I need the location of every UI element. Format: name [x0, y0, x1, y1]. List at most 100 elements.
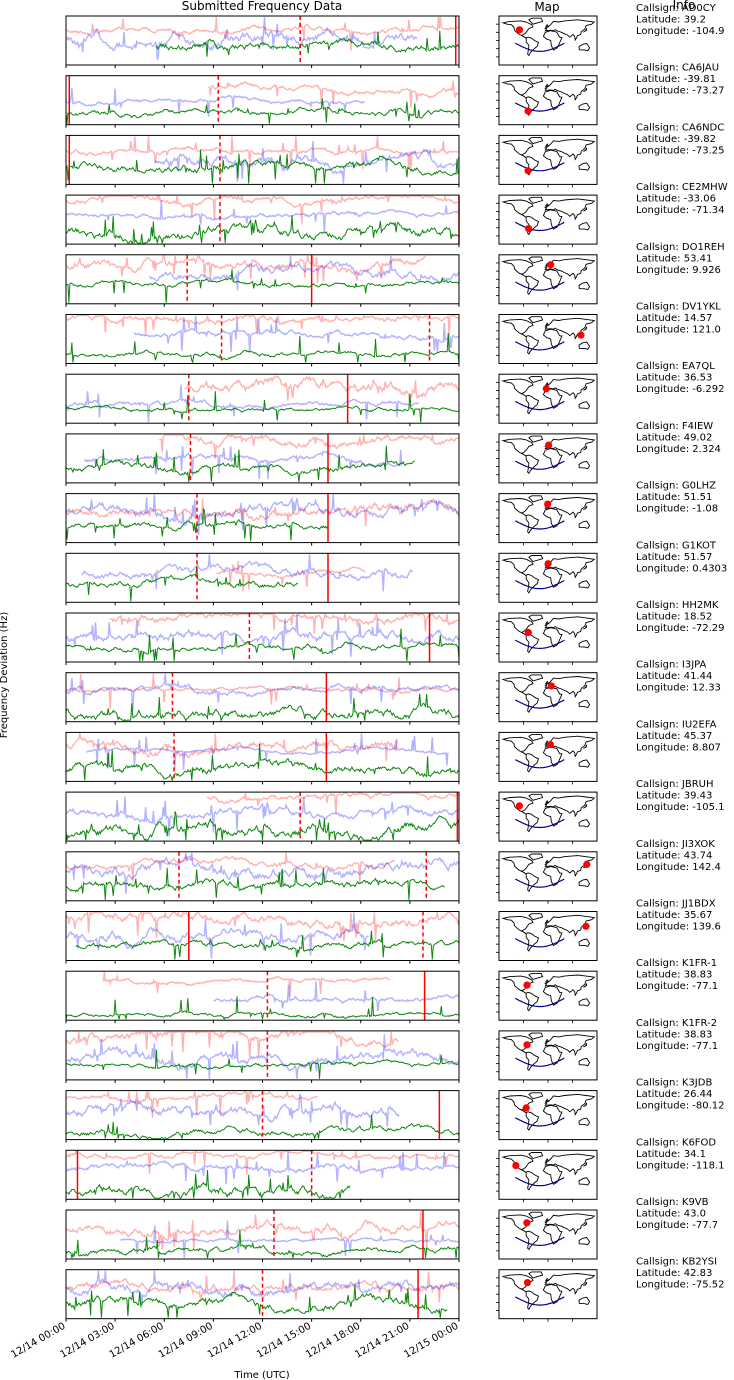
red-trace — [66, 852, 395, 884]
coastline — [528, 972, 544, 980]
coastline — [578, 42, 591, 52]
coastline — [525, 454, 540, 475]
coastline — [544, 258, 596, 281]
coastline — [525, 514, 540, 534]
coastline — [578, 1057, 591, 1067]
callsign-text: Callsign: JBRUH — [636, 779, 714, 790]
station-marker — [524, 167, 532, 175]
coastline — [544, 317, 596, 340]
coastline — [501, 199, 534, 218]
station-marker — [547, 261, 555, 269]
station-marker — [544, 560, 552, 568]
map-axes — [498, 314, 598, 364]
coastline — [583, 147, 588, 152]
coastline — [501, 677, 534, 696]
coastline — [583, 28, 588, 33]
coastline — [542, 866, 563, 887]
map-column-title: Map — [534, 0, 559, 14]
coastline — [544, 377, 596, 400]
coastline — [544, 23, 550, 28]
coastline — [542, 89, 563, 111]
callsign-text: Callsign: G0LHZ — [636, 481, 716, 492]
longitude-text: Longitude: 142.4 — [636, 862, 721, 873]
blue-trace — [66, 673, 459, 711]
green-trace — [66, 1049, 459, 1079]
plot-axes — [65, 314, 460, 364]
callsign-text: Callsign: JI3XOK — [636, 839, 715, 850]
latitude-text: Latitude: 51.51 — [636, 492, 712, 503]
coastline — [528, 316, 544, 324]
coastline — [583, 505, 588, 511]
coastline — [544, 1158, 550, 1162]
station-map — [496, 731, 598, 785]
coastline — [542, 448, 563, 469]
coastline — [528, 17, 544, 25]
plot-axes — [65, 731, 460, 782]
red-trace — [66, 195, 459, 224]
coastline — [501, 1154, 534, 1173]
coastline — [544, 799, 550, 804]
latitude-text: Latitude: 26.44 — [636, 1089, 712, 1100]
blue-trace — [66, 87, 365, 117]
longitude-text: Longitude: -75.52 — [636, 1280, 725, 1291]
x-tick-label: 12/14 18:00 — [304, 1321, 362, 1361]
latitude-text: Latitude: 18.52 — [636, 612, 712, 623]
latitude-text: Latitude: 49.02 — [636, 432, 712, 443]
station-map — [496, 433, 598, 486]
coastline — [525, 872, 540, 893]
station-map — [496, 194, 598, 248]
coastline — [578, 1236, 591, 1246]
frequency-traces — [66, 494, 459, 542]
coastline — [528, 793, 544, 801]
coastline — [525, 275, 540, 296]
coastline — [544, 382, 550, 386]
coastline — [583, 207, 588, 212]
coastline — [525, 932, 540, 952]
red-trace — [66, 1030, 399, 1058]
frequency-traces — [66, 314, 459, 364]
green-trace — [66, 811, 459, 841]
latitude-text: Latitude: 41.44 — [636, 671, 712, 682]
plot-axes — [65, 672, 460, 723]
coastline — [542, 1104, 563, 1126]
station-marker — [582, 922, 590, 930]
station-map — [496, 254, 598, 307]
red-trace — [206, 792, 459, 814]
map-axes — [498, 851, 598, 902]
coastline — [583, 87, 588, 93]
callsign-text: Callsign: K9VB — [636, 1197, 709, 1208]
latitude-text: Latitude: 45.37 — [636, 731, 712, 742]
plot-axes — [65, 1209, 460, 1260]
callsign-text: Callsign: K3JDB — [636, 1078, 712, 1089]
map-axes — [498, 1269, 598, 1320]
red-trace — [109, 613, 459, 634]
coastline — [501, 1035, 534, 1054]
path-line — [515, 997, 565, 1008]
coastline — [528, 256, 544, 264]
callsign-text: Callsign: DV1YKL — [636, 302, 721, 313]
plot-axes — [65, 970, 460, 1021]
station-marker — [524, 628, 532, 637]
coastline — [578, 998, 591, 1007]
station-map — [496, 15, 598, 68]
coastline — [542, 1283, 563, 1305]
longitude-text: Longitude: -71.34 — [636, 205, 725, 216]
callsign-text: Callsign: HH2MK — [636, 600, 719, 611]
longitude-text: Longitude: -77.1 — [636, 981, 718, 992]
coastline — [583, 326, 588, 331]
blue-trace — [66, 852, 459, 894]
coastline — [501, 915, 534, 935]
x-tick-label: 12/14 03:00 — [58, 1321, 116, 1361]
latitude-text: Latitude: 43.0 — [636, 1209, 706, 1220]
longitude-text: Longitude: 121.0 — [636, 325, 721, 336]
map-axes — [498, 970, 598, 1021]
coastline — [528, 137, 544, 145]
coastline — [544, 556, 596, 579]
station-map — [496, 1149, 598, 1203]
coastline — [583, 744, 588, 749]
